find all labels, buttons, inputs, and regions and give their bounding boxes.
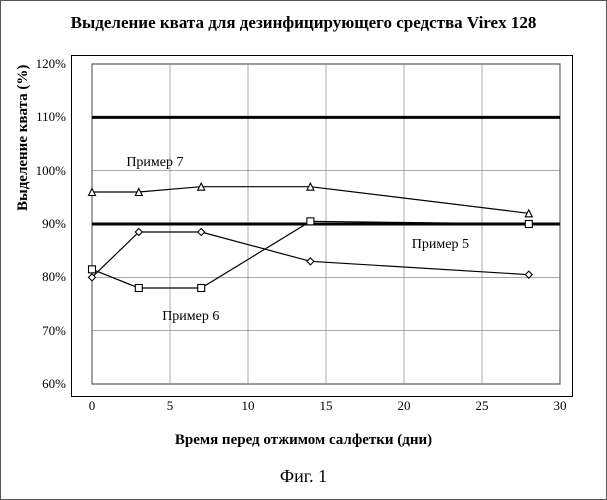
x-tick-label: 5 bbox=[167, 398, 174, 414]
plot-area: 60%70%80%90%100%110%120%051015202530Прим… bbox=[71, 55, 573, 397]
y-tick-label: 80% bbox=[42, 269, 72, 285]
x-tick-label: 10 bbox=[242, 398, 255, 414]
x-axis-title: Время перед отжимом салфетки (дни) bbox=[1, 432, 606, 449]
x-tick-label: 25 bbox=[476, 398, 489, 414]
x-tick-label: 30 bbox=[554, 398, 567, 414]
y-tick-label: 90% bbox=[42, 216, 72, 232]
y-tick-label: 70% bbox=[42, 323, 72, 339]
chart-svg bbox=[72, 56, 572, 396]
y-axis-title: Выделение квата (%) bbox=[15, 65, 32, 211]
series-label: Пример 5 bbox=[412, 237, 469, 253]
x-tick-label: 20 bbox=[398, 398, 411, 414]
figure-caption: Фиг. 1 bbox=[1, 466, 606, 487]
y-tick-label: 120% bbox=[36, 56, 72, 72]
figure-container: Выделение квата для дезинфицирующего сре… bbox=[0, 0, 607, 500]
series-label: Пример 6 bbox=[162, 309, 219, 325]
chart-title: Выделение квата для дезинфицирующего сре… bbox=[1, 13, 606, 33]
y-tick-label: 60% bbox=[42, 376, 72, 392]
x-tick-label: 0 bbox=[89, 398, 96, 414]
y-tick-label: 110% bbox=[36, 109, 72, 125]
y-tick-label: 100% bbox=[36, 163, 72, 179]
series-label: Пример 7 bbox=[126, 155, 183, 171]
x-tick-label: 15 bbox=[320, 398, 333, 414]
